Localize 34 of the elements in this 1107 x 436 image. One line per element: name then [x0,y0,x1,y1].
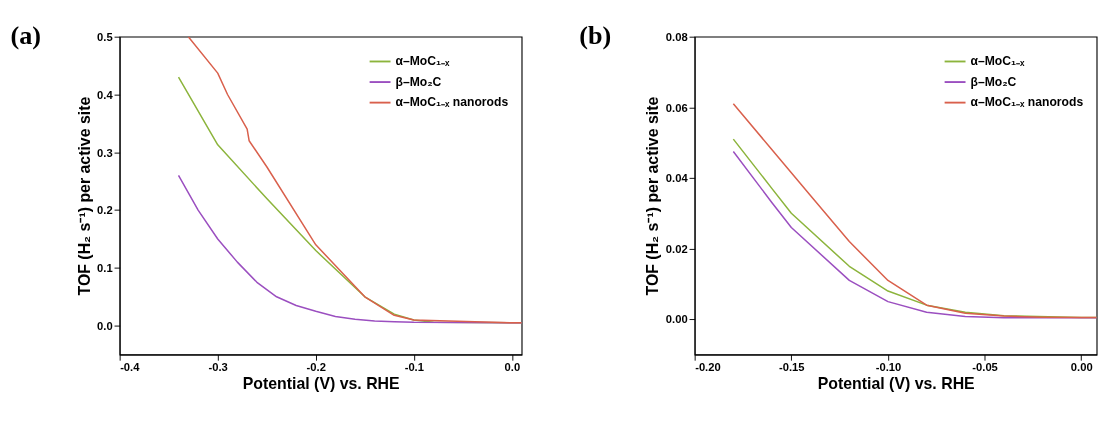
x-axis-title: Potential (V) vs. RHE [817,374,975,392]
y-tick-label: 0.5 [97,30,113,43]
legend-label: β–Mo₂C [970,74,1017,89]
y-tick-label: 0.4 [97,88,114,101]
chart-title: (a) [10,21,42,51]
x-tick-label: -0.20 [695,360,721,373]
legend-label: α–MoC₁₋ₓ nanorods [970,95,1084,110]
y-tick-label: 0.08 [665,30,688,43]
chart-title: (b) [579,21,612,51]
y-tick-label: 0.00 [665,313,688,326]
x-tick-label: -0.4 [120,360,141,373]
y-tick-label: 0.1 [97,262,113,275]
y-tick-label: 0.06 [665,101,688,114]
legend-label: α–MoC₁₋ₓ [970,54,1026,69]
y-tick-label: 0.3 [97,146,113,159]
y-tick-label: 0.2 [97,204,113,217]
y-tick-label: 0.04 [665,172,689,185]
y-axis-title: TOF (H₂ s⁻¹) per active site [644,96,662,296]
x-tick-label: -0.10 [875,360,902,373]
legend-label: α–MoC₁₋ₓ [395,54,451,69]
x-tick-label: -0.05 [972,360,998,373]
y-axis-title: TOF (H₂ s⁻¹) per active site [75,96,93,296]
x-tick-label: 0.00 [1070,360,1093,373]
x-tick-label: -0.1 [404,360,424,373]
line-series [187,36,522,324]
y-tick-label: 0.02 [665,242,688,255]
x-axis-title: Potential (V) vs. RHE [242,374,400,392]
legend-label: α–MoC₁₋ₓ nanorods [395,95,509,110]
x-tick-label: -0.3 [208,360,228,373]
x-tick-label: 0.0 [504,360,521,373]
y-tick-label: 0.0 [97,319,113,332]
x-tick-label: -0.2 [306,360,326,373]
legend-label: β–Mo₂C [395,74,442,89]
x-tick-label: -0.15 [779,360,805,373]
